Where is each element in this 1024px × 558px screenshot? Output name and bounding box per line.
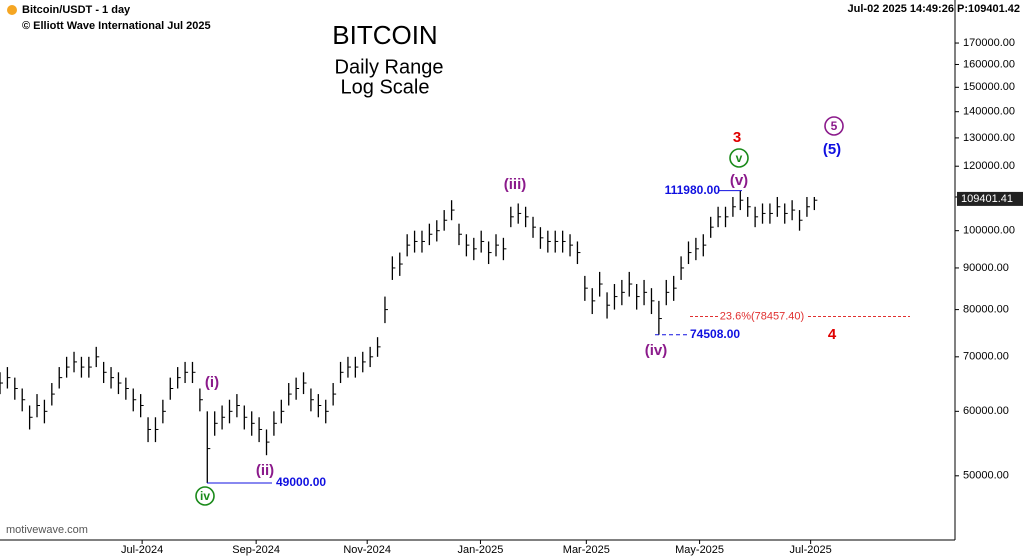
symbol: Bitcoin/USDT - 1 day <box>22 4 131 16</box>
wave-label: (iv) <box>645 342 668 359</box>
y-tick-label: 90000.00 <box>963 262 1009 274</box>
level-label: 74508.00 <box>690 327 740 341</box>
x-tick-label: Jul-2024 <box>121 544 163 556</box>
y-tick-label: 70000.00 <box>963 351 1009 363</box>
y-tick-label: 170000.00 <box>963 37 1015 49</box>
x-tick-label: Mar-2025 <box>563 544 610 556</box>
wave-circle <box>195 486 215 506</box>
y-tick-label: 130000.00 <box>963 132 1015 144</box>
x-tick-label: Jul-2025 <box>790 544 832 556</box>
y-tick-label: 160000.00 <box>963 58 1015 70</box>
x-tick-label: Sep-2024 <box>232 544 280 556</box>
y-tick-label: 120000.00 <box>963 160 1015 172</box>
x-tick-label: Nov-2024 <box>343 544 391 556</box>
wave-circle <box>824 116 844 136</box>
wave-label: v <box>736 151 743 165</box>
wave-label: (iii) <box>504 176 527 193</box>
chart-title: BITCOIN <box>332 20 437 50</box>
copyright: © Elliott Wave International Jul 2025 <box>22 20 211 32</box>
scale-note: Log Scale <box>341 76 430 98</box>
wave-label: (v) <box>730 172 748 189</box>
footer: motivewave.com <box>6 524 88 536</box>
x-tick-label: Jan-2025 <box>458 544 504 556</box>
y-tick-label: 80000.00 <box>963 304 1009 316</box>
level-label: 23.6%(78457.40) <box>720 310 804 322</box>
status: Jul-02 2025 14:49:26 P:109401.42 <box>848 3 1020 15</box>
y-tick-label: 60000.00 <box>963 405 1009 417</box>
wave-label: (i) <box>205 374 219 391</box>
symbol-icon <box>7 5 17 15</box>
y-tick-label: 100000.00 <box>963 225 1015 237</box>
level-label: 111980.00 <box>665 183 721 197</box>
y-tick-label: 150000.00 <box>963 81 1015 93</box>
level-label: 49000.00 <box>276 475 326 489</box>
x-tick-label: May-2025 <box>675 544 724 556</box>
wave-label: 3 <box>733 129 741 146</box>
wave-label: (ii) <box>256 462 274 479</box>
last-price-label: 109401.41 <box>961 193 1013 205</box>
wave-circle <box>729 148 749 168</box>
y-tick-label: 50000.00 <box>963 470 1009 482</box>
wave-label: iv <box>200 489 210 503</box>
subtitle: Daily Range <box>335 56 444 78</box>
wave-label: 5 <box>831 119 838 133</box>
y-tick-label: 140000.00 <box>963 106 1015 118</box>
wave-label: (5) <box>823 141 841 158</box>
last-price-box <box>957 191 1023 206</box>
wave-label: 4 <box>828 326 837 343</box>
